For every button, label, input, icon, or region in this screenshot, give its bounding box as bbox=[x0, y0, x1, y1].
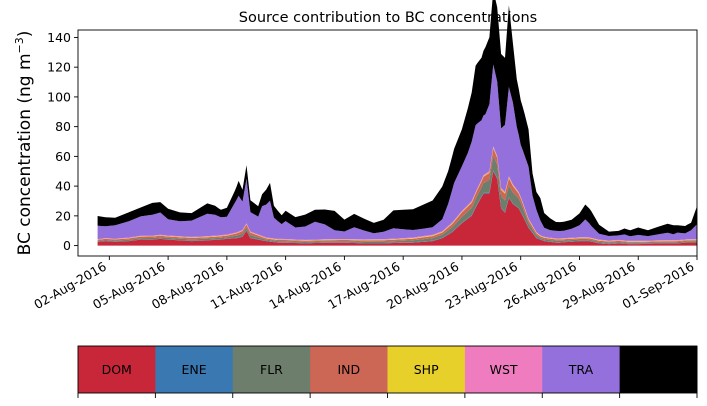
series-layer bbox=[97, 0, 698, 246]
y-tick-label: 20 bbox=[55, 208, 71, 223]
area-bb bbox=[97, 0, 697, 237]
y-tick-label: 80 bbox=[55, 119, 71, 134]
y-axis-label-main: BC concentration (ng m bbox=[15, 53, 35, 255]
chart-title: Source contribution to BC concentrations bbox=[239, 10, 537, 26]
legend-label-ind: IND bbox=[337, 362, 360, 377]
plot-frame bbox=[77, 29, 698, 257]
legend-label-bb: BB bbox=[650, 362, 667, 377]
legend-swatch-ind bbox=[310, 346, 388, 393]
legend-swatch-flr bbox=[232, 346, 311, 393]
y-tick-label: 100 bbox=[47, 89, 71, 104]
legend-label-shp: SHP bbox=[414, 362, 439, 377]
legend-swatch-bb bbox=[619, 346, 698, 393]
legend-swatch-shp bbox=[387, 346, 466, 393]
area-tra bbox=[97, 64, 698, 241]
legend-swatch-wst bbox=[464, 346, 543, 393]
legend-label-wst: WST bbox=[490, 362, 518, 377]
legend-label-dom: DOM bbox=[102, 362, 132, 377]
y-tick-label: 140 bbox=[47, 30, 71, 45]
legend-bar: DOM ENE FLR IND SHP WST TRA BB bbox=[77, 345, 698, 398]
legend-label-tra: TRA bbox=[568, 362, 594, 377]
legend-swatch-tra bbox=[542, 346, 621, 393]
legend-swatch-ene bbox=[155, 346, 234, 393]
axes-layer: 02040608010012014002-Aug-201605-Aug-2016… bbox=[31, 29, 698, 312]
legend-swatch-dom bbox=[78, 346, 156, 393]
legend-label-ene: ENE bbox=[181, 362, 206, 377]
legend-label-flr: FLR bbox=[260, 362, 283, 377]
y-tick-label: 0 bbox=[63, 238, 71, 253]
y-tick-label: 40 bbox=[55, 179, 71, 194]
y-tick-label: 60 bbox=[55, 149, 71, 164]
y-tick-label: 120 bbox=[47, 60, 71, 75]
y-axis-label-superscript: −3 bbox=[13, 37, 26, 53]
y-axis-label-close: ) bbox=[15, 31, 35, 38]
y-axis-label: BC concentration (ng m−3) bbox=[13, 31, 35, 256]
